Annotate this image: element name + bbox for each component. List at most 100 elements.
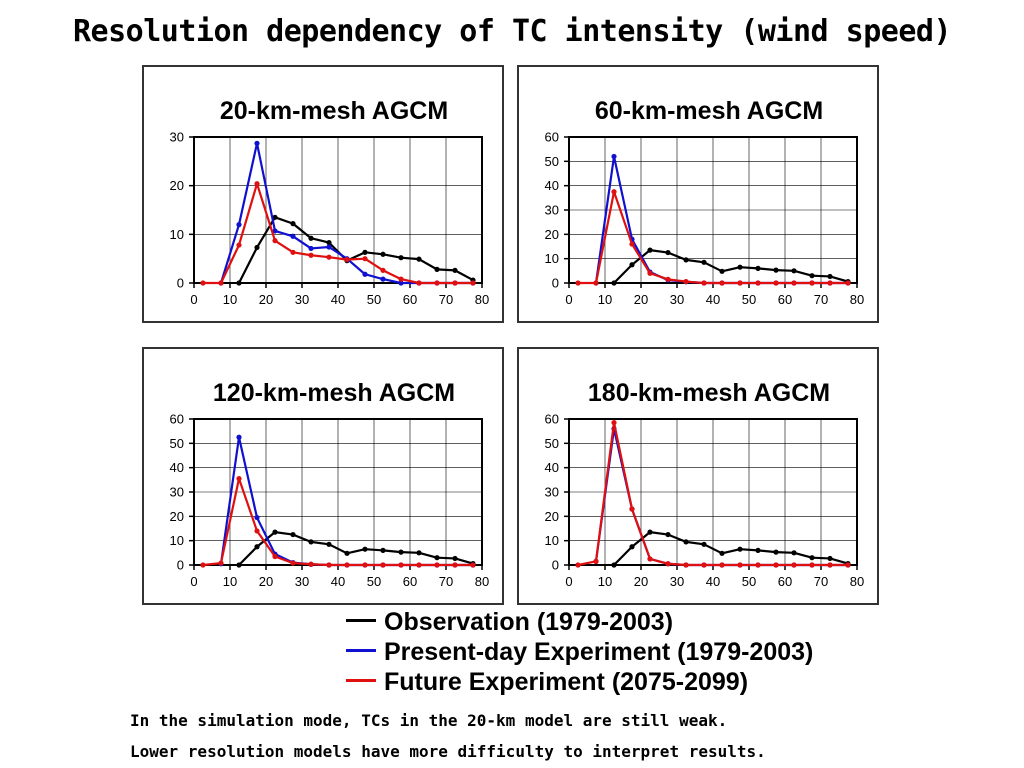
legend-entry-future: Future Experiment (2075-2099) [340,668,940,700]
y-tick-label: 0 [177,276,184,291]
legend-label: Future Experiment (2075-2099) [384,668,749,696]
x-tick-label: 30 [295,292,309,307]
chart-180km: 180-km-mesh AGCM 0 10 20 30 40 50 60 70 80 0 10 20 30… [545,379,865,589]
series-line-0 [613,531,849,566]
slide-notes: In the simulation mode, TCs in the 20-km… [130,705,766,767]
data-point-2 [647,556,653,562]
y-tick-label: 10 [545,251,559,266]
data-point-2 [593,558,599,564]
data-point-0 [236,562,242,568]
data-point-0 [773,549,779,555]
data-point-0 [791,550,797,556]
x-tick-label: 50 [367,574,381,589]
x-tick-label: 0 [565,292,572,307]
y-tick-label: 10 [170,227,184,242]
data-point-2 [665,561,671,567]
data-point-2 [200,280,206,286]
data-point-2 [629,506,635,512]
series-line-0 [238,216,474,284]
data-point-2 [326,562,332,568]
data-point-2 [380,267,386,273]
legend-entry-present-day: Present-day Experiment (1979-2003) [340,638,940,670]
data-point-1 [254,514,260,521]
data-point-2 [737,562,743,568]
data-point-0 [719,550,725,556]
data-point-2 [737,280,743,286]
data-point-2 [845,280,851,286]
data-point-2 [470,562,476,568]
y-tick-label: 20 [170,178,184,193]
note-line: In the simulation mode, TCs in the 20-km… [130,711,728,730]
y-tick-label: 0 [552,558,559,573]
data-point-0 [629,544,635,550]
data-point-0 [665,249,671,256]
data-point-0 [827,273,833,280]
y-tick-label: 20 [545,509,559,524]
data-point-0 [290,531,296,538]
x-tick-label: 30 [295,574,309,589]
data-point-0 [809,273,815,279]
data-point-2 [434,280,440,286]
data-point-1 [254,140,260,146]
y-tick-label: 60 [170,412,184,427]
data-point-0 [380,547,386,553]
x-tick-label: 10 [223,574,237,589]
x-tick-label: 40 [706,292,720,307]
data-point-0 [344,550,350,556]
data-point-2 [755,280,761,286]
x-tick-label: 80 [850,574,864,589]
chart-panel-60km: 60-km-mesh AGCM 0 10 20 30 40 50 60 70 80 0 10 20 30 4… [517,65,879,323]
x-tick-label: 0 [190,574,197,589]
chart-title: 180-km-mesh AGCM [588,379,830,407]
data-point-2 [326,254,332,260]
data-point-2 [827,562,833,568]
x-tick-label: 40 [331,574,345,589]
legend-label: Observation (1979-2003) [384,608,674,636]
x-tick-label: 60 [403,574,417,589]
data-point-0 [290,221,296,227]
y-tick-label: 30 [545,203,559,218]
series-line-0 [613,249,849,284]
data-point-0 [611,562,617,568]
data-point-2 [218,560,224,566]
data-point-2 [290,560,296,566]
data-point-2 [575,280,581,286]
data-point-2 [218,280,224,286]
data-point-2 [845,562,851,568]
y-tick-label: 60 [545,130,559,145]
data-point-0 [701,541,707,547]
x-tick-label: 20 [634,292,648,307]
chart-20km: 20-km-mesh AGCM 0 10 20 30 40 50 60 70 80 0 10 20 30 [170,97,490,307]
data-point-2 [452,562,458,568]
data-point-0 [254,244,260,251]
data-point-2 [308,252,314,258]
data-point-2 [452,280,458,286]
x-tick-label: 80 [475,574,489,589]
y-tick-label: 50 [545,436,559,451]
data-point-2 [254,181,260,187]
x-tick-label: 20 [259,574,273,589]
data-point-2 [236,476,242,482]
x-tick-label: 70 [439,574,453,589]
y-tick-label: 20 [170,509,184,524]
data-point-0 [254,544,260,550]
y-tick-label: 0 [177,558,184,573]
y-tick-label: 40 [545,460,559,475]
data-point-2 [416,280,422,286]
data-point-0 [737,264,743,270]
data-point-2 [611,189,617,195]
data-point-2 [629,241,635,247]
data-point-2 [398,562,404,568]
chart-title: 20-km-mesh AGCM [220,97,448,125]
data-point-2 [683,278,689,285]
x-tick-label: 70 [439,292,453,307]
data-point-2 [719,562,725,568]
chart-120km: 120-km-mesh AGCM 0 10 20 30 40 50 60 70 80 0 10 20 30… [170,379,490,589]
data-point-2 [470,280,476,286]
y-tick-label: 20 [545,227,559,242]
data-point-2 [773,562,779,568]
data-point-0 [416,256,422,262]
slide-title: Resolution dependency of TC intensity (w… [72,14,952,49]
data-point-2 [809,280,815,286]
grid [193,136,483,284]
